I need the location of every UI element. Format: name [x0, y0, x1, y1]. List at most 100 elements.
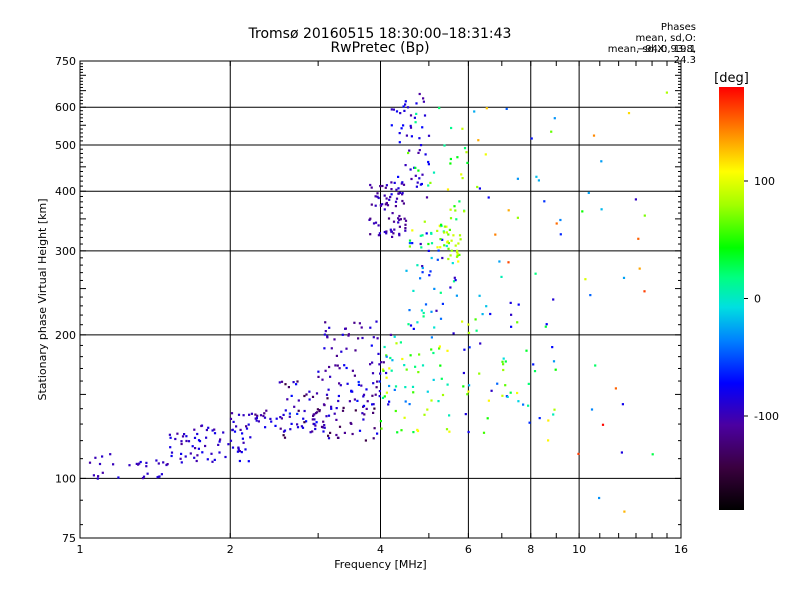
data-point [137, 463, 140, 466]
data-point [614, 387, 617, 390]
data-point [368, 218, 371, 221]
data-point [408, 149, 411, 152]
data-point [372, 222, 376, 225]
data-point [324, 369, 327, 372]
data-point [443, 231, 446, 234]
phases-legend-x-stats: mean, sd,X: 93.8, 24.3 [607, 44, 696, 66]
data-point [401, 192, 404, 195]
data-point [263, 412, 266, 415]
data-point [528, 421, 531, 424]
data-point [501, 360, 504, 363]
data-point [421, 271, 424, 274]
data-point [510, 313, 513, 316]
data-point [600, 208, 603, 211]
data-point [441, 302, 444, 305]
data-point [232, 420, 235, 423]
data-point [455, 255, 459, 258]
data-point [98, 462, 102, 466]
data-point [456, 252, 459, 256]
data-point [303, 409, 306, 413]
data-point [409, 324, 413, 327]
data-point [308, 390, 311, 393]
data-point [353, 398, 356, 401]
data-point [404, 223, 407, 226]
data-point [388, 367, 391, 370]
data-point [402, 124, 405, 127]
data-point [398, 132, 401, 135]
data-point [351, 369, 354, 372]
data-point [347, 333, 350, 336]
data-point [436, 246, 439, 249]
data-point [504, 384, 507, 387]
data-point [347, 334, 350, 337]
data-point [438, 224, 441, 227]
data-point [516, 216, 519, 219]
data-point [438, 347, 441, 350]
data-point [245, 425, 248, 428]
data-point [450, 249, 453, 252]
data-point [341, 409, 345, 412]
data-point [284, 409, 287, 412]
data-point [325, 393, 329, 396]
x-tick-label: 2 [227, 543, 234, 556]
phases-legend-title: Phases [660, 22, 696, 33]
data-point [517, 303, 520, 306]
data-point [454, 209, 457, 212]
data-point [417, 371, 420, 374]
data-point [398, 214, 401, 218]
data-point [420, 182, 423, 186]
data-point [379, 185, 382, 188]
data-point [315, 421, 318, 424]
data-point [329, 375, 332, 378]
data-point [439, 317, 443, 320]
data-point [406, 106, 410, 109]
data-point [408, 403, 411, 406]
data-point [433, 287, 436, 290]
data-point [445, 225, 448, 228]
data-point [427, 184, 430, 187]
data-point [408, 309, 411, 312]
data-point [404, 103, 407, 106]
data-point [455, 294, 458, 297]
data-point [194, 447, 197, 450]
data-point [463, 348, 466, 351]
data-point [360, 326, 363, 329]
data-point [390, 124, 393, 127]
data-point [262, 414, 265, 418]
data-point [336, 436, 340, 439]
data-point [185, 435, 188, 438]
data-point [623, 510, 626, 513]
data-point [397, 175, 400, 178]
data-point [424, 303, 428, 306]
data-point [502, 368, 505, 372]
data-point [196, 454, 199, 457]
data-point [329, 431, 332, 434]
data-point [230, 412, 234, 415]
data-point [334, 364, 337, 367]
data-point [217, 443, 220, 446]
data-point [392, 108, 395, 111]
data-point [394, 200, 398, 203]
data-point [577, 452, 580, 455]
data-point [422, 97, 425, 100]
data-point [384, 186, 387, 189]
data-point [415, 112, 418, 115]
data-point [303, 394, 306, 398]
data-point [399, 218, 402, 221]
data-point [547, 419, 550, 422]
data-point [321, 378, 324, 381]
data-point [401, 357, 404, 361]
data-point [538, 417, 541, 420]
data-point [385, 202, 388, 205]
data-point [326, 397, 329, 400]
data-point [427, 134, 431, 137]
data-point [437, 400, 440, 403]
data-point [231, 428, 234, 431]
chart-title-line2: RwPretec (Bp) [330, 40, 430, 56]
data-point [377, 224, 380, 227]
data-point [430, 348, 433, 351]
data-point [422, 100, 425, 103]
data-point [385, 355, 388, 358]
data-point [461, 127, 464, 130]
data-point [427, 160, 430, 164]
